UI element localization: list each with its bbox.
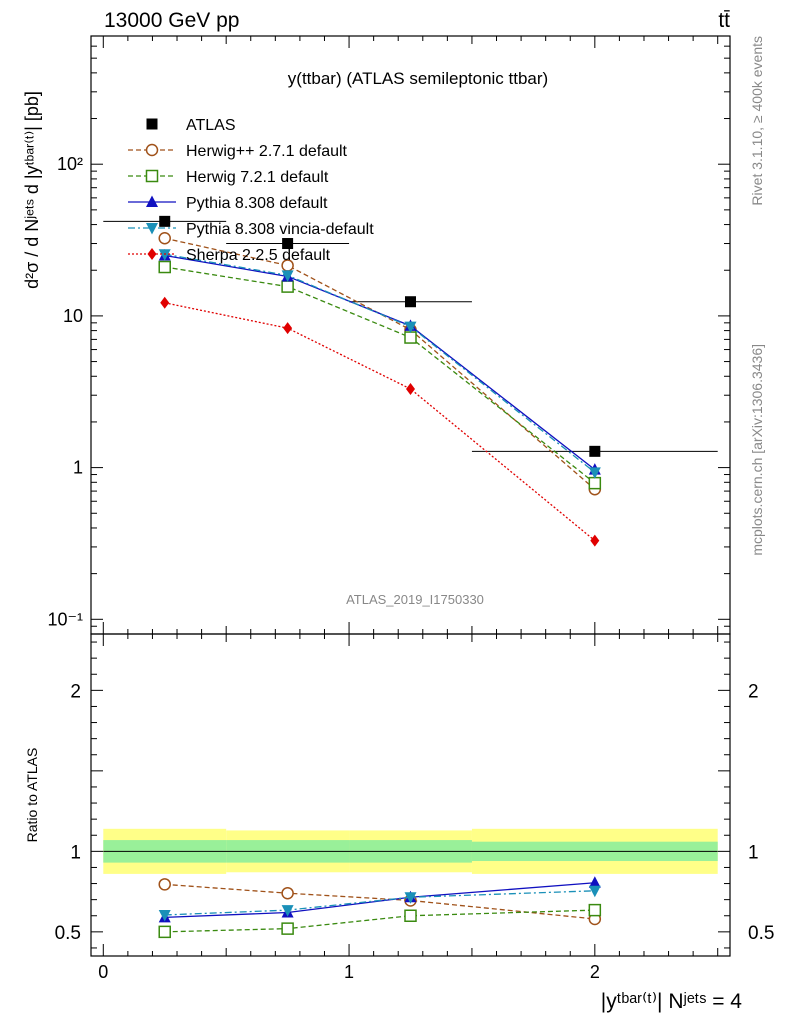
ratio-point-pythia-8-308-vincia-default xyxy=(588,885,601,898)
ratio-y-tick-label-right: 2 xyxy=(748,681,759,702)
ratio-y-tick-label-left: 2 xyxy=(70,681,81,702)
ratio-y-axis-title: Ratio to ATLAS xyxy=(24,748,40,843)
data-point-herwig-7-2-1-default xyxy=(281,280,294,293)
process-label: tt̄ xyxy=(718,9,730,32)
data-point-sherpa-2-2-5-default xyxy=(590,534,600,547)
series-line-herwig-2-7-1-default xyxy=(164,237,596,490)
data-point-atlas xyxy=(589,445,601,457)
top-y-tick-label: 10⁻¹ xyxy=(47,609,83,629)
ratio-line-pythia-8-308-vincia-default xyxy=(164,890,595,916)
ratio-y-tick-label-left: 1 xyxy=(70,842,81,863)
x-tick-label: 1 xyxy=(344,962,354,982)
data-point-pythia-8-308-vincia-default xyxy=(281,270,294,282)
legend-label-herwig-2-7-1-default: Herwig++ 2.7.1 default xyxy=(186,143,348,160)
legend-marker-sherpa-2-2-5-default xyxy=(147,248,157,260)
data-point-sherpa-2-2-5-default xyxy=(406,382,415,395)
energy-label: 13000 GeV pp xyxy=(104,9,239,32)
rivet-version-label: Rivet 3.1.10, ≥ 400k events xyxy=(749,36,765,206)
ratio-point-herwig-7-2-1-default xyxy=(281,922,294,935)
ratio-line-herwig-2-7-1-default xyxy=(164,883,595,920)
data-point-sherpa-2-2-5-default xyxy=(283,322,293,335)
ratio-line-herwig-7-2-1-default xyxy=(164,909,595,933)
data-point-herwig-7-2-1-default xyxy=(158,260,171,274)
series-line-pythia-8-308-vincia-default xyxy=(164,253,596,473)
series-line-pythia-8-308-default xyxy=(164,254,596,471)
data-point-pythia-8-308-vincia-default xyxy=(158,249,171,261)
ratio-y-tick-label-right: 0.5 xyxy=(748,923,774,944)
legend-label-sherpa-2-2-5-default: Sherpa 2.2.5 default xyxy=(186,247,331,264)
ratio-y-tick-label-right: 1 xyxy=(748,842,759,863)
legend-marker-pythia-8-308-default xyxy=(146,195,158,207)
legend-marker-atlas xyxy=(146,118,158,130)
plot-title: y(ttbar) (ATLAS semileptonic ttbar) xyxy=(288,69,548,88)
ratio-point-herwig-2-7-1-default xyxy=(158,878,171,891)
ratio-y-tick-label-left: 0.5 xyxy=(55,923,81,944)
data-point-pythia-8-308-vincia-default xyxy=(404,321,417,334)
ratio-point-pythia-8-308-vincia-default xyxy=(281,905,294,917)
mcplots-url-label: mcplots.cern.ch [arXiv:1306.3436] xyxy=(749,344,765,556)
legend-marker-herwig-7-2-1-default xyxy=(145,169,159,183)
legend-label-herwig-7-2-1-default: Herwig 7.2.1 default xyxy=(186,169,329,186)
ratio-point-herwig-7-2-1-default xyxy=(158,925,171,939)
data-point-sherpa-2-2-5-default xyxy=(160,296,170,309)
data-point-atlas xyxy=(405,296,416,308)
ratio-point-pythia-8-308-vincia-default xyxy=(158,909,171,922)
data-point-atlas xyxy=(282,238,294,250)
legend-marker-pythia-8-308-vincia-default xyxy=(146,223,158,235)
ratio-point-pythia-8-308-vincia-default xyxy=(404,892,417,904)
ratio-point-pythia-8-308-default xyxy=(588,876,601,888)
data-point-herwig-7-2-1-default xyxy=(588,476,602,490)
legend-label-atlas: ATLAS xyxy=(186,117,236,134)
legend-label-pythia-8-308-vincia-default: Pythia 8.308 vincia-default xyxy=(186,221,374,238)
data-point-herwig-7-2-1-default xyxy=(404,331,417,344)
analysis-id-label: ATLAS_2019_I1750330 xyxy=(346,592,484,607)
series-line-herwig-7-2-1-default xyxy=(164,266,596,484)
x-tick-label: 0 xyxy=(98,962,108,982)
x-tick-label: 2 xyxy=(590,962,600,982)
data-point-atlas xyxy=(159,215,171,227)
ratio-point-herwig-7-2-1-default xyxy=(588,903,602,917)
ratio-point-herwig-2-7-1-default xyxy=(281,886,294,900)
legend-marker-herwig-2-7-1-default xyxy=(145,143,159,157)
top-y-tick-label: 10 xyxy=(63,306,83,326)
top-y-tick-label: 10² xyxy=(57,154,83,174)
ratio-point-herwig-7-2-1-default xyxy=(404,909,417,922)
ratio-line-pythia-8-308-default xyxy=(164,882,595,919)
top-y-tick-label: 1 xyxy=(73,458,83,478)
top-y-axis-title: d²σ / d Nʲᵉᵗˢ d |yᵗᵇᵃʳ⁽ᵗ⁾| [pb] xyxy=(22,91,42,289)
x-axis-title: |yᵗᵇᵃʳ⁽ᵗ⁾| Nʲᵉᵗˢ = 4 xyxy=(601,990,743,1013)
series-line-sherpa-2-2-5-default xyxy=(164,302,596,542)
ratio-panel-frame xyxy=(90,633,731,957)
data-point-pythia-8-308-vincia-default xyxy=(588,467,601,479)
legend-label-pythia-8-308-default: Pythia 8.308 default xyxy=(186,195,328,212)
data-point-herwig-2-7-1-default xyxy=(158,231,171,245)
